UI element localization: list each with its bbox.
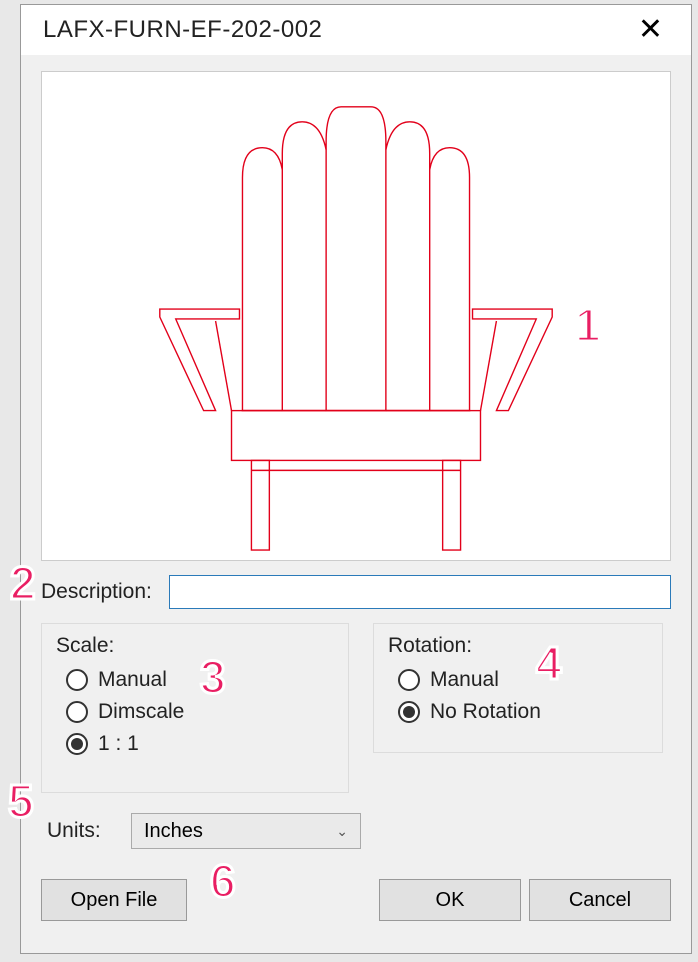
units-label: Units: — [47, 819, 117, 843]
units-select[interactable]: Inches ⌄ — [131, 813, 361, 849]
radio-label: 1 : 1 — [98, 732, 139, 756]
open-file-button[interactable]: Open File — [41, 879, 187, 921]
ok-button[interactable]: OK — [379, 879, 521, 921]
options-row: Scale: Manual Dimscale 1 : 1 Rotation: — [41, 623, 671, 793]
rotation-radio-manual[interactable]: Manual — [398, 668, 648, 692]
units-row: Units: Inches ⌄ — [41, 813, 671, 849]
chair-preview-svg — [42, 72, 670, 560]
dialog-content: Description: Scale: Manual Dimscale 1 : … — [21, 55, 691, 941]
radio-label: Dimscale — [98, 700, 184, 724]
scale-radio-1-1[interactable]: 1 : 1 — [66, 732, 334, 756]
right-button-group: OK Cancel — [379, 879, 671, 921]
scale-group: Scale: Manual Dimscale 1 : 1 — [41, 623, 349, 793]
titlebar: LAFX-FURN-EF-202-002 ✕ — [21, 5, 691, 55]
cancel-button[interactable]: Cancel — [529, 879, 671, 921]
chevron-down-icon: ⌄ — [336, 823, 348, 840]
window-title: LAFX-FURN-EF-202-002 — [43, 16, 322, 44]
description-label: Description: — [41, 580, 161, 604]
scale-radio-manual[interactable]: Manual — [66, 668, 334, 692]
preview-panel — [41, 71, 671, 561]
description-row: Description: — [41, 575, 671, 609]
description-input[interactable] — [169, 575, 671, 609]
radio-icon — [66, 701, 88, 723]
button-row: Open File OK Cancel — [41, 879, 671, 921]
scale-group-title: Scale: — [56, 634, 334, 658]
radio-icon — [66, 733, 88, 755]
radio-label: Manual — [98, 668, 167, 692]
rotation-radio-none[interactable]: No Rotation — [398, 700, 648, 724]
rotation-group-title: Rotation: — [388, 634, 648, 658]
scale-radio-dimscale[interactable]: Dimscale — [66, 700, 334, 724]
rotation-group: Rotation: Manual No Rotation — [373, 623, 663, 753]
units-selected-value: Inches — [144, 820, 203, 843]
close-icon[interactable]: ✕ — [628, 11, 673, 49]
radio-label: Manual — [430, 668, 499, 692]
radio-icon — [398, 669, 420, 691]
radio-icon — [398, 701, 420, 723]
radio-label: No Rotation — [430, 700, 541, 724]
radio-icon — [66, 669, 88, 691]
dialog-window: LAFX-FURN-EF-202-002 ✕ — [20, 4, 692, 954]
